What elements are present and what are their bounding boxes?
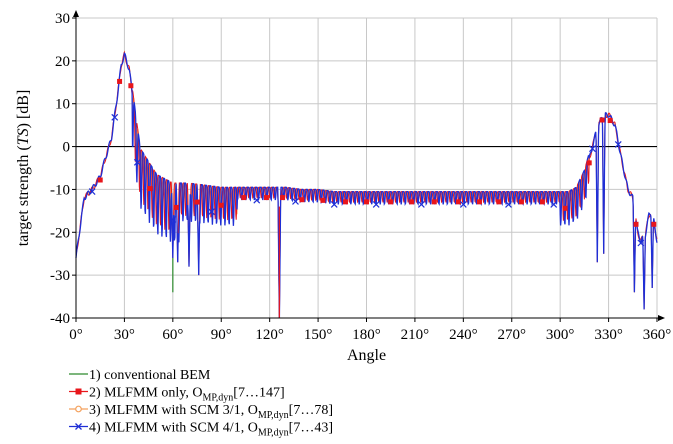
series-2-marker <box>194 199 200 205</box>
x-tick-label: 120° <box>255 327 284 343</box>
series-4-marker <box>330 201 338 208</box>
x-axis-arrow <box>658 315 665 321</box>
series-2-marker <box>299 197 305 203</box>
y-tick-label: -20 <box>50 225 70 241</box>
series-4-marker <box>372 201 380 208</box>
series-2-marker <box>263 195 269 201</box>
series-4-marker <box>505 201 512 208</box>
legend-marker-4 <box>75 423 82 430</box>
series-2-marker <box>117 78 123 84</box>
x-axis-title: Angle <box>347 347 386 364</box>
legend-label-3: 3) MLFMM with SCM 3/1, OMP,dyn[7…78] <box>89 403 333 421</box>
series-2-marker <box>586 160 592 166</box>
series-4-marker <box>133 158 141 166</box>
x-tick-label: 30° <box>114 327 135 343</box>
series-2-marker <box>409 199 415 205</box>
series-2-marker <box>320 197 326 203</box>
y-tick-label: 20 <box>55 54 70 70</box>
y-axis-arrow <box>73 10 79 17</box>
legend-label-1: 1) conventional BEM <box>89 368 211 383</box>
series-2-marker <box>518 199 524 205</box>
y-tick-label: -10 <box>50 182 70 198</box>
series-2-marker <box>607 118 613 124</box>
series-2-marker <box>241 195 247 201</box>
series-4-marker <box>589 145 596 153</box>
x-tick-label: 330° <box>594 327 623 343</box>
series-2-marker <box>431 199 437 205</box>
y-tick-label: -40 <box>50 311 70 327</box>
series-2-marker <box>496 199 502 205</box>
series-2-marker <box>539 199 545 205</box>
series-2-marker <box>343 199 349 205</box>
x-tick-label: 240° <box>449 327 478 343</box>
series-4-marker <box>111 113 119 121</box>
y-axis-title-part: ) [dB] <box>15 90 32 129</box>
series-4-marker <box>88 188 96 195</box>
series-2-marker <box>147 186 153 192</box>
x-tick-label: 210° <box>401 327 430 343</box>
series-4-marker <box>637 239 645 247</box>
series-2-marker <box>128 83 134 89</box>
y-tick-label: 0 <box>63 140 71 156</box>
x-tick-label: 180° <box>352 327 381 343</box>
x-tick-label: 300° <box>546 327 575 343</box>
series-2-marker <box>476 199 482 205</box>
y-tick-label: 30 <box>55 11 70 27</box>
y-axis-title-part: target strength ( <box>15 145 32 246</box>
series-2-marker <box>633 221 639 227</box>
series-4-marker <box>253 196 261 204</box>
series-4-marker <box>169 216 177 223</box>
series-2-marker <box>280 195 286 201</box>
x-tick-label: 0° <box>69 327 83 343</box>
series-2-marker <box>173 204 179 210</box>
series-4-marker <box>614 141 622 148</box>
legend: 1) conventional BEM 2) MLFMM only, OMP,dy… <box>69 368 333 439</box>
x-tick-label: 150° <box>304 327 333 343</box>
series-2-marker <box>651 221 657 227</box>
legend-label-4: 4) MLFMM with SCM 4/1, OMP,dyn[7…43] <box>89 421 333 439</box>
series-4-marker <box>550 201 558 208</box>
y-axis-title-part: TS <box>15 128 32 145</box>
axes <box>72 10 665 322</box>
series-2-marker <box>388 199 394 205</box>
tick-labels: 0° 30° 60° 90° 120° 150° 180° 210° 240° 270° 300° 3… <box>50 11 671 343</box>
series-2-marker <box>599 117 605 123</box>
y-tick-label: 10 <box>55 97 70 113</box>
series-4-marker <box>417 201 425 208</box>
series-2-marker <box>218 202 224 208</box>
series-4-marker <box>208 208 215 216</box>
series-2-marker <box>455 199 461 205</box>
legend-marker-3 <box>75 405 82 413</box>
series-lines <box>75 50 658 319</box>
x-tick-label: 360° <box>643 327 672 343</box>
x-tick-label: 60° <box>162 327 183 343</box>
y-axis-title: target strength (TS) [dB] <box>15 90 32 247</box>
x-tick-label: 90° <box>211 327 232 343</box>
y-tick-label: -30 <box>50 268 70 284</box>
series-2-marker <box>97 177 103 183</box>
grid <box>76 17 658 318</box>
series-4-marker <box>459 201 467 208</box>
series-4-marker <box>292 198 299 205</box>
series-2-marker <box>364 199 369 205</box>
series-2-marker <box>562 205 568 211</box>
legend-label-2: 2) MLFMM only, OMP,dyn[7…147] <box>89 386 285 404</box>
legend-marker-2 <box>75 388 82 395</box>
x-tick-label: 270° <box>498 327 527 343</box>
